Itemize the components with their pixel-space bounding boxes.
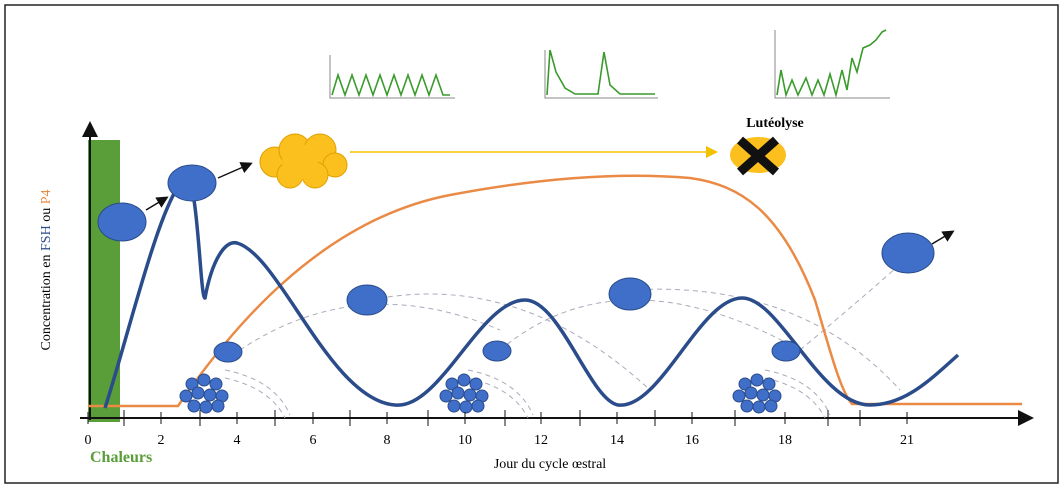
- lh-insets: LH: [307, 30, 890, 98]
- diagram: LH Lutéolyse Concentration en FSH ou P4 …: [0, 0, 1063, 488]
- y-label-fsh: FSH: [39, 225, 54, 251]
- x-tick-label: 4: [234, 433, 241, 448]
- y-label-p4: P4: [39, 189, 54, 204]
- x-tick-label: 18: [778, 433, 792, 448]
- x-tick-label: 6: [310, 433, 317, 448]
- x-tick-label: 16: [685, 433, 699, 448]
- x-tick-label: 2: [158, 433, 165, 448]
- follicles: [98, 165, 934, 362]
- x-tick-label: 10: [458, 433, 472, 448]
- y-label-prefix: Concentration en: [39, 254, 54, 350]
- heat-label: Chaleurs: [90, 449, 152, 466]
- x-tick-label: 0: [85, 433, 92, 448]
- x-tick-label: 8: [384, 433, 391, 448]
- x-ticks: 0 2 4 6 8 10 12 14 16 18 21: [85, 410, 915, 448]
- y-label-middle: ou: [39, 208, 54, 222]
- luteolysis-label: Lutéolyse: [746, 116, 804, 131]
- x-tick-label: 14: [610, 433, 624, 448]
- inset-label: LH: [307, 76, 321, 91]
- follicle-clusters: [180, 374, 781, 413]
- fsh-curve: [105, 178, 958, 408]
- x-axis-title: Jour du cycle œstral: [494, 457, 606, 472]
- luteolysis-icon: [730, 137, 786, 173]
- ovulation-arrows: [146, 164, 952, 244]
- y-axis-label: Concentration en FSH ou P4: [39, 189, 54, 350]
- corpus-luteum: [260, 134, 347, 188]
- x-tick-label: 21: [900, 433, 914, 448]
- x-tick-label: 12: [534, 433, 548, 448]
